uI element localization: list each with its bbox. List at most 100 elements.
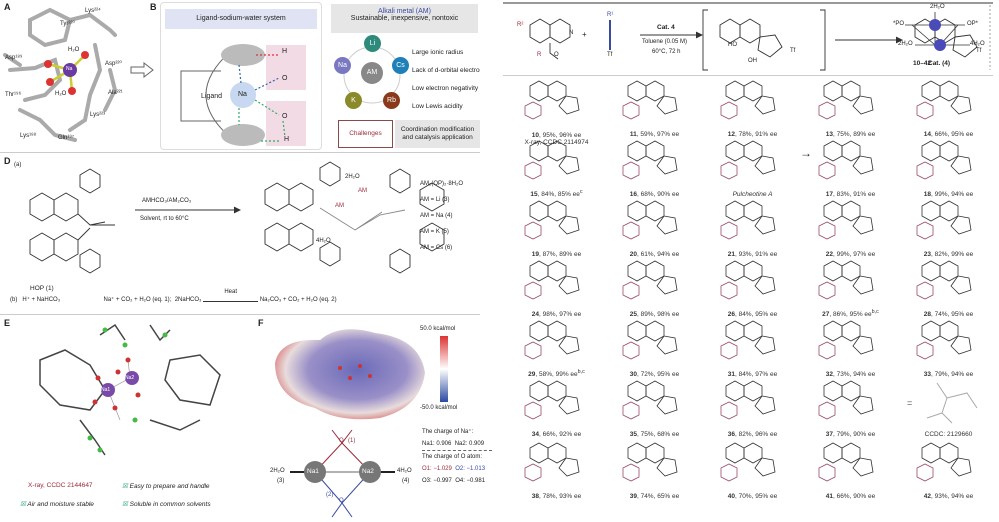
- panel-b-title: Ligand-sodium-water system: [165, 9, 317, 29]
- equations: (b) H⁺ + NaHCO₃ Na⁺ + CO₂ + H₂O (eq. 1);…: [10, 289, 337, 304]
- residue-label: Tyr²²⁰: [60, 21, 75, 27]
- compound-caption: 36, 82%, 96% ee: [701, 431, 804, 438]
- compound-yield-ee: , 83%, 91% ee: [832, 191, 876, 198]
- compound-yield-ee: , 84%, 85% ee: [537, 191, 580, 198]
- compound-21: 21, 93%, 91% ee: [701, 198, 804, 258]
- solvent-label: Toluene (0.05 M): [642, 39, 688, 45]
- na-water-coordination-diagram: [290, 429, 395, 518]
- compound-caption: 34, 66%, 92% ee: [505, 431, 608, 438]
- compound-17: 17, 83%, 91% ee: [799, 138, 902, 198]
- compound-number: 10: [531, 132, 539, 139]
- am-atom: AM: [335, 203, 344, 209]
- n-label: N: [569, 30, 574, 36]
- compound-number: 26: [727, 311, 735, 318]
- compound-caption: 14, 66%, 95% ee: [897, 131, 999, 138]
- compound-number: 22: [825, 251, 833, 258]
- compound-caption: 20, 61%, 94% ee: [603, 251, 706, 258]
- esp-color-scale: [440, 336, 448, 402]
- plus-sign: +: [582, 30, 587, 39]
- footnote: b,c: [577, 368, 585, 375]
- compound-extra: = CCDC: 2129660: [897, 378, 999, 438]
- compound-number: 11: [629, 131, 637, 138]
- part-a-label: (a): [14, 162, 22, 168]
- compound-number: 24: [531, 311, 539, 318]
- o2-atom: O: [339, 498, 344, 504]
- footnote: b,c: [871, 308, 879, 315]
- residue-label: Lys²²³: [90, 112, 106, 118]
- r1-label: R¹: [607, 12, 614, 18]
- compound-caption: 33, 79%, 94% ee: [897, 371, 999, 378]
- compound-caption: 25, 89%, 98% ee: [603, 311, 706, 318]
- alkali-metal-header: Alkali metal (AM) Sustainable, inexpensi…: [331, 4, 478, 33]
- compound-yield-ee: , 66%, 95% ee: [930, 131, 974, 138]
- molecule-structure: [524, 140, 580, 180]
- compound-30: 30, 72%, 95% ee: [603, 318, 706, 378]
- xray-note: X-ray, CCDC 2114974: [524, 139, 589, 146]
- reaction-scheme: [529, 5, 991, 71]
- metal-k: K: [345, 92, 362, 109]
- am-entry: AM = K (5): [420, 229, 449, 235]
- compound-number: 30: [629, 371, 637, 378]
- water-top: 2H₂O: [345, 174, 360, 180]
- catalyst-structure: [905, 12, 970, 51]
- compound-22: 22, 99%, 97% ee: [799, 198, 902, 258]
- compound-caption: 39, 74%, 65% ee: [603, 493, 706, 500]
- compound-number: 40: [727, 493, 735, 500]
- compound-caption: 17, 83%, 91% ee: [799, 191, 902, 198]
- metal-li: Li: [364, 35, 381, 52]
- compound-26: 26, 84%, 95% ee: [701, 258, 804, 318]
- compound-18: 18, 99%, 94% ee: [897, 138, 999, 198]
- compound-33: 33, 79%, 94% ee: [897, 318, 999, 378]
- compound-39: 39, 74%, 65% ee: [603, 440, 706, 520]
- compound-caption: 22, 99%, 97% ee: [799, 251, 902, 258]
- electrostatic-potential-map: [275, 329, 425, 420]
- compound-number: 21: [727, 251, 735, 258]
- compound-caption: 26, 84%, 95% ee: [701, 311, 804, 318]
- cat-op: OP*: [967, 21, 979, 27]
- feature-item: ☒ Easy to prepare and handle: [122, 483, 210, 490]
- na-atom-label: Na: [66, 66, 73, 72]
- challenges-box: Challenges: [338, 120, 393, 148]
- compound-yield-ee: , 75%, 68% ee: [636, 431, 680, 438]
- cat-po: *PO: [893, 21, 905, 27]
- molecule-structure: [818, 200, 874, 240]
- compound-yield-ee: , 58%, 99% ee: [535, 371, 578, 378]
- compound-11: 11, 59%, 97% ee: [603, 78, 706, 138]
- residue-label: Lys¹⁸⁸: [20, 133, 37, 139]
- am-entry: AM = Li (3): [420, 197, 450, 203]
- eq1-right: Na⁺ + CO₂ + H₂O (eq. 1);: [103, 297, 172, 303]
- conditions-label: Solvent, rt to 60°C: [140, 216, 189, 222]
- residue-label: Lys²²⁴: [85, 8, 101, 14]
- compound-caption: 42, 93%, 94% ee: [897, 493, 999, 500]
- compound-yield-ee: , 84%, 97% ee: [734, 371, 778, 378]
- compound-yield-ee: , 84%, 95% ee: [734, 311, 778, 318]
- o-label: O: [282, 75, 288, 82]
- challenge-text: Coordination modification and catalysis …: [395, 120, 480, 148]
- molecule-structure: [818, 80, 874, 120]
- cat-water: 2H₂O: [898, 41, 913, 47]
- compound-yield-ee: , 87%, 89% ee: [538, 251, 582, 258]
- am-entry: AM = Na (4): [420, 213, 453, 219]
- compound-number: 35: [629, 431, 637, 438]
- compound-yield-ee: , 79%, 94% ee: [930, 371, 974, 378]
- arrow-right-icon: [130, 62, 154, 78]
- compound-34: 34, 66%, 92% ee: [505, 378, 608, 438]
- tf-label: Tf: [790, 48, 796, 54]
- o3-charge: O3: −0.997: [422, 478, 452, 484]
- molecule-structure: [916, 320, 972, 360]
- na2-charge: Na2: 0.909: [454, 441, 485, 447]
- tf-label: Tf: [976, 48, 982, 54]
- compound-caption: 10, 95%, 96% ee X-ray, CCDC 2114974: [505, 132, 608, 146]
- molecule-structure: [524, 442, 580, 482]
- compound-caption: 27, 86%, 95% eeb,c: [799, 309, 902, 318]
- oh-label: OH: [748, 58, 757, 64]
- compound-caption: 13, 75%, 89% ee: [799, 131, 902, 138]
- footnote: c: [579, 188, 583, 195]
- compound-24: 24, 98%, 97% ee: [505, 258, 608, 318]
- part-b-label: (b): [10, 297, 18, 303]
- scale-min: -50.0 kcal/mol: [420, 405, 458, 411]
- feature-item: ☒ Air and moisture stable: [20, 501, 94, 508]
- compound-yield-ee: , 78%, 91% ee: [734, 131, 778, 138]
- r2-label: R²: [517, 22, 524, 28]
- compound-number: 31: [727, 371, 735, 378]
